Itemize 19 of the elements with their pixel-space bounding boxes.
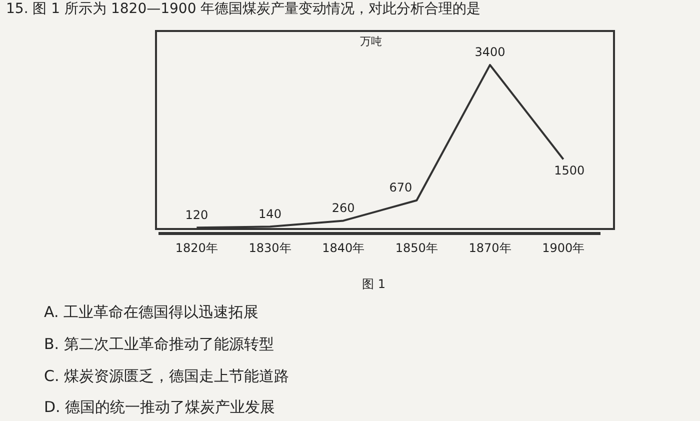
caption: 图 1: [362, 276, 386, 293]
data-label: 3400: [474, 45, 506, 60]
chart-title: 15. 图 1 所示为 1820—1900 年德国煤炭产量变动情况，对此分析合理的是: [6, 0, 481, 18]
x-tick-label: 1820年: [175, 240, 218, 255]
data-label: 260: [332, 200, 355, 215]
text: B. 第二次工业革命推动了能源转型: [44, 335, 274, 354]
x-tick-label: 1850年: [395, 240, 438, 255]
data-label: 140: [258, 206, 282, 221]
x-tick-label: 1900年: [542, 240, 585, 255]
x-tick-label: 1840年: [322, 240, 365, 255]
text: D. 德国的统一推动了煤炭产业发展: [44, 398, 276, 417]
x-tick-label: 1830年: [248, 240, 292, 255]
x-tick-label: 1870年: [468, 240, 512, 255]
data-label: 670: [389, 180, 412, 194]
y-axis-title: 万吨: [360, 34, 382, 49]
data-label: 120: [185, 208, 208, 222]
data-label: 1500: [554, 163, 585, 178]
text: A. 工业革命在德国得以迅速拓展: [44, 303, 259, 322]
text: C. 煤炭资源匮乏，德国走上节能道路: [44, 367, 290, 386]
